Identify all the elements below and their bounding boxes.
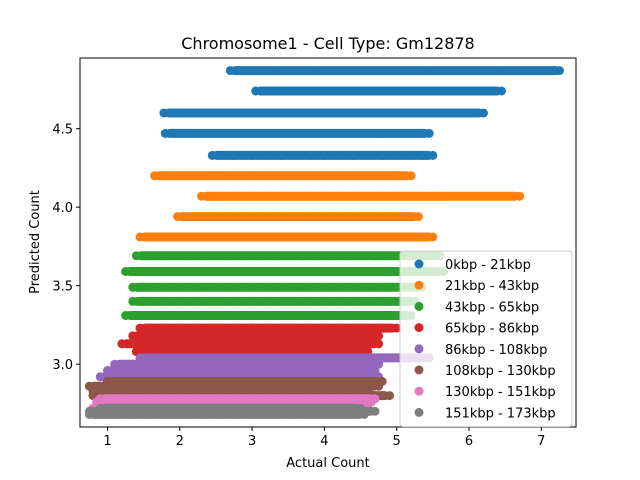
legend-label: 86kbp - 108kbp — [445, 343, 547, 358]
legend-marker — [414, 259, 424, 269]
legend-marker — [414, 407, 424, 417]
series-7-points — [84, 403, 380, 419]
x-axis-ticks: 1 2 3 4 5 6 7 — [103, 427, 545, 449]
data-point-band — [165, 128, 430, 138]
data-point-band — [163, 108, 484, 118]
data-point-band — [140, 323, 397, 333]
data-point-band — [125, 311, 412, 320]
data-point-band — [201, 191, 520, 201]
x-tick-label: 3 — [248, 434, 256, 449]
data-point-band — [212, 150, 433, 160]
data-point-band — [136, 251, 441, 261]
legend-marker — [414, 280, 424, 290]
legend-label: 65kbp - 86kbp — [445, 322, 539, 337]
y-tick-label: 3.0 — [52, 358, 73, 373]
plot-frame — [79, 57, 577, 428]
y-axis-ticks: 3.0 3.5 4.0 4.5 — [52, 123, 80, 373]
legend-label: 108kbp - 130kbp — [445, 364, 556, 379]
data-point-band — [140, 232, 433, 242]
data-point-band — [132, 282, 423, 292]
chart-title: Chromosome1 - Cell Type: Gm12878 — [181, 34, 474, 53]
y-axis-label: Predicted Count — [28, 190, 43, 294]
data-point-band — [154, 171, 412, 181]
legend-box — [399, 250, 573, 428]
x-tick-label: 2 — [176, 434, 184, 449]
series-3-points — [117, 323, 402, 357]
legend-label: 0kbp - 21kbp — [445, 258, 531, 273]
data-point-band — [89, 409, 365, 419]
series-2-points — [121, 251, 449, 320]
legend-label: 151kbp - 173kbp — [445, 406, 556, 421]
data-point-band — [132, 296, 415, 306]
data-point-band — [132, 331, 379, 341]
legend-marker — [414, 323, 424, 333]
data-point-band — [255, 86, 502, 96]
data-point-band — [177, 212, 419, 222]
data-point-band — [121, 339, 379, 349]
legend: 0kbp - 21kbp 21kbp - 43kbp 43kbp - 65kbp 65… — [399, 250, 573, 428]
legend-marker — [414, 344, 424, 354]
legend-marker — [414, 365, 424, 375]
legend-marker — [414, 386, 424, 396]
y-tick-label: 3.5 — [52, 280, 73, 295]
legend-label: 21kbp - 43kbp — [445, 279, 539, 294]
data-point-band — [230, 66, 560, 76]
x-tick-label: 6 — [465, 434, 473, 449]
data-points — [84, 66, 564, 419]
legend-label: 43kbp - 65kbp — [445, 300, 539, 315]
y-tick-label: 4.5 — [52, 123, 73, 138]
x-tick-label: 4 — [320, 434, 328, 449]
x-axis-label: Actual Count — [286, 456, 369, 471]
series-1-points — [135, 171, 525, 242]
legend-marker — [414, 301, 424, 311]
x-tick-label: 5 — [393, 434, 401, 449]
x-tick-label: 7 — [537, 434, 545, 449]
x-tick-label: 1 — [103, 434, 111, 449]
y-tick-label: 4.0 — [52, 201, 73, 216]
data-point-band — [125, 267, 444, 276]
series-0-points — [159, 66, 564, 160]
legend-label: 130kbp - 151kbp — [445, 385, 556, 400]
